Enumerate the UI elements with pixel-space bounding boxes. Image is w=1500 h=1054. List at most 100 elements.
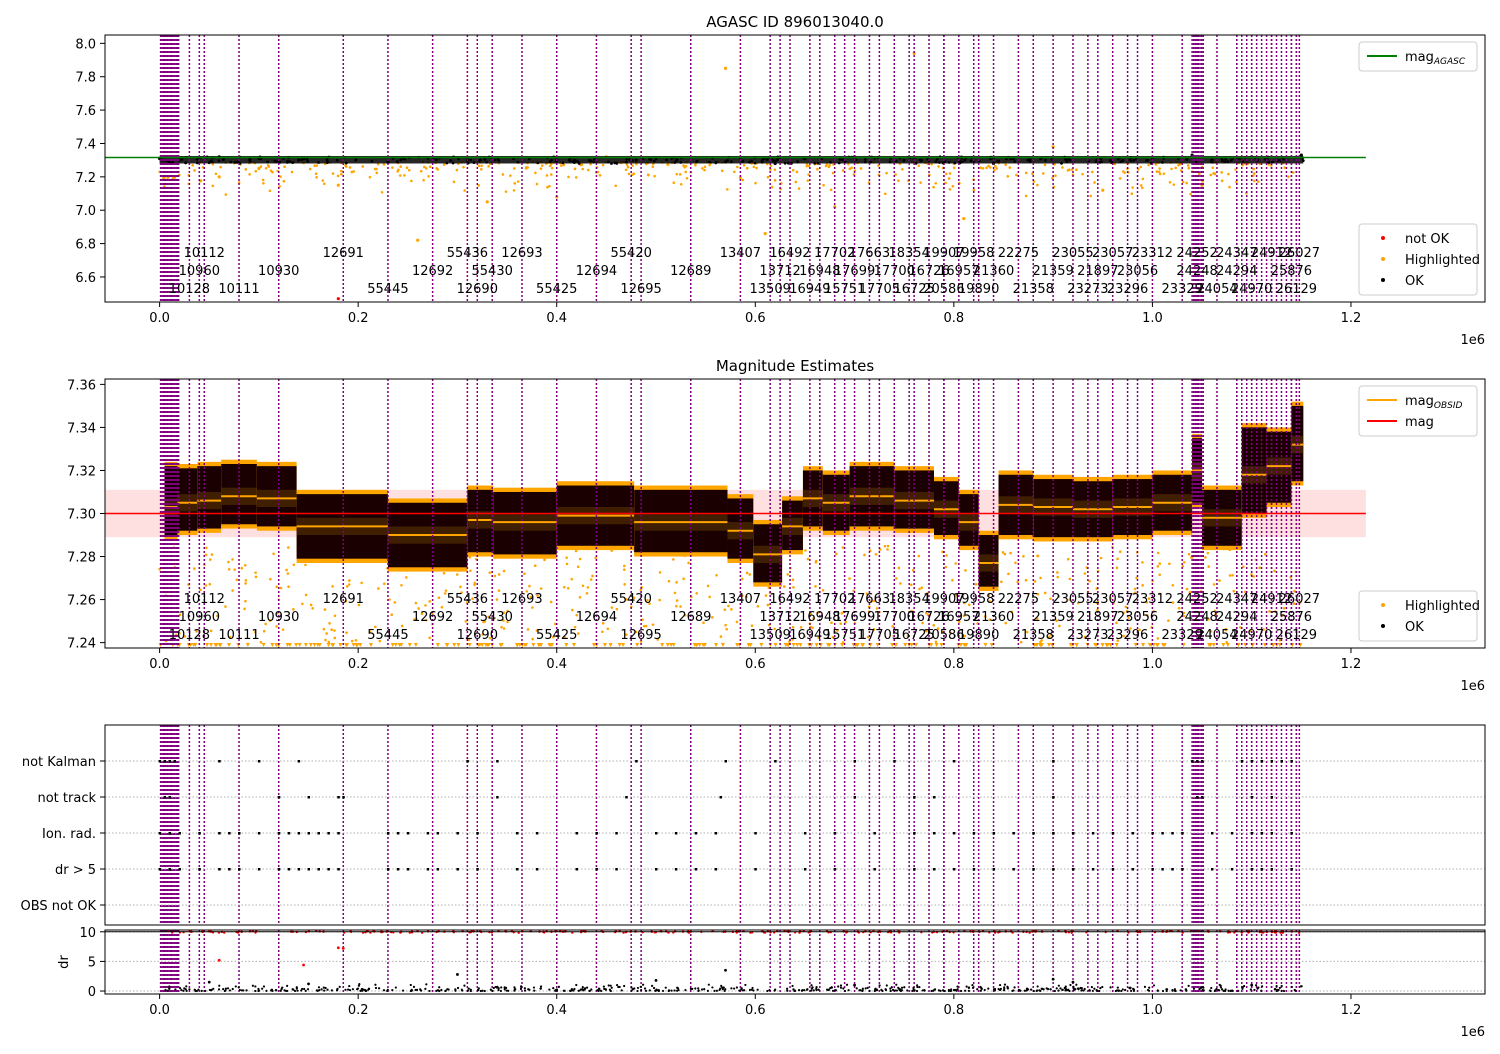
highlighted-marker <box>1154 643 1159 647</box>
highlighted-point <box>1031 172 1034 175</box>
ok-point <box>322 986 325 989</box>
ok-point <box>719 987 722 990</box>
flag-point <box>1250 760 1254 763</box>
ok-point <box>437 989 440 992</box>
panel-magnitude-obsid-label: 26027 <box>1279 592 1320 607</box>
highlighted-point <box>610 606 614 609</box>
panel-agasc-obsid-label: 16948 <box>799 264 840 279</box>
ok-point <box>724 988 727 991</box>
highlighted-point <box>1185 181 1189 185</box>
panel-dr-x-tick-label: 1.2 <box>1341 1003 1362 1018</box>
ok-point <box>738 989 741 992</box>
highlighted-point <box>1156 565 1160 568</box>
ok-point <box>918 985 921 989</box>
highlighted-point <box>750 624 754 628</box>
highlighted-point <box>235 578 239 582</box>
ok-point <box>166 989 169 992</box>
highlighted-point <box>459 585 462 589</box>
panel-agasc-x-offset-label: 1e6 <box>1460 333 1485 348</box>
highlighted-point <box>400 583 403 587</box>
not-ok-point <box>217 958 221 962</box>
ok-point <box>801 989 804 992</box>
ok-point <box>548 988 551 991</box>
ok-point <box>222 988 225 991</box>
flag-point <box>297 832 301 835</box>
highlighted-point <box>1145 613 1149 617</box>
highlighted-point <box>1047 635 1051 639</box>
highlighted-point <box>1293 589 1296 593</box>
highlighted-point <box>575 613 578 617</box>
highlighted-point <box>428 600 431 603</box>
highlighted-marker <box>1161 643 1166 647</box>
panel-magnitude-obsid-label: 15751 <box>824 628 865 643</box>
ok-point <box>391 989 394 992</box>
highlighted-point <box>244 599 247 603</box>
highlighted-point <box>1008 166 1012 169</box>
panel-dr-x-tick-label: 0.8 <box>944 1003 965 1018</box>
ok-point <box>168 985 171 988</box>
highlighted-point <box>653 174 656 178</box>
highlighted-point <box>524 167 528 170</box>
highlighted-point <box>672 181 676 185</box>
highlighted-point <box>495 598 499 601</box>
ok-point <box>300 989 303 992</box>
ok-point <box>575 983 578 987</box>
flag-point <box>1201 760 1204 763</box>
highlighted-marker <box>635 643 640 647</box>
highlighted-point <box>869 600 873 603</box>
panel-agasc-lower-legend-dot <box>1381 257 1385 261</box>
ok-point <box>1275 988 1279 991</box>
highlighted-marker <box>456 643 461 647</box>
ok-point <box>639 985 642 988</box>
highlighted-point <box>1228 574 1232 577</box>
highlighted-point <box>463 189 466 192</box>
panel-agasc-obsid-label: 19890 <box>958 282 999 297</box>
highlighted-point <box>953 634 957 638</box>
ok-point <box>242 989 245 992</box>
highlighted-marker <box>934 643 939 647</box>
flag-point <box>337 832 340 835</box>
highlighted-point <box>357 603 361 607</box>
panel-agasc-obsid-label: 24054 <box>1196 282 1237 297</box>
highlighted-marker <box>355 643 360 647</box>
flag-point <box>1131 868 1135 871</box>
ok-point <box>620 989 623 992</box>
highlighted-marker <box>467 643 472 647</box>
panel-agasc-plot-area: 10112 12691 55436 12693 55420 13407 16492 17702… <box>105 35 1366 302</box>
highlighted-point <box>1109 597 1113 600</box>
not-ok-point <box>341 946 345 950</box>
flag-point <box>1012 832 1015 835</box>
highlighted-point <box>231 558 234 561</box>
highlighted-point <box>313 164 317 168</box>
highlighted-point <box>1083 635 1087 639</box>
panel-agasc-obsid-label: 26129 <box>1276 282 1317 297</box>
highlighted-point <box>311 607 314 610</box>
flag-point <box>803 868 807 871</box>
highlighted-point <box>917 164 921 167</box>
panel-magnitude-obsid-label: 10128 <box>169 628 210 643</box>
ok-point <box>1090 985 1093 989</box>
highlighted-point <box>1185 587 1189 591</box>
ok-point <box>358 983 361 986</box>
ok-point <box>720 986 724 989</box>
highlighted-marker <box>368 643 373 647</box>
highlighted-marker <box>498 643 503 647</box>
flag-point <box>327 832 330 835</box>
panel-agasc-obsid-label: 22275 <box>998 246 1039 261</box>
panel-magnitude-lower-legend-box <box>1358 590 1478 642</box>
panel-agasc-obsid-label: 10930 <box>258 264 299 279</box>
ok-point <box>1027 988 1030 991</box>
flag-point <box>406 868 410 871</box>
highlighted-point <box>684 170 688 174</box>
highlighted-point <box>567 175 570 179</box>
ok-point <box>900 986 904 989</box>
panel-dr-y-tick-label: 0 <box>88 985 96 1000</box>
highlighted-point <box>1093 181 1096 184</box>
panel-magnitude-obsid-label: 26129 <box>1276 628 1317 643</box>
ok-point <box>585 986 589 989</box>
highlighted-point <box>344 163 347 167</box>
highlighted-marker <box>1074 643 1079 647</box>
highlighted-marker <box>875 643 880 647</box>
highlighted-point <box>930 162 933 166</box>
